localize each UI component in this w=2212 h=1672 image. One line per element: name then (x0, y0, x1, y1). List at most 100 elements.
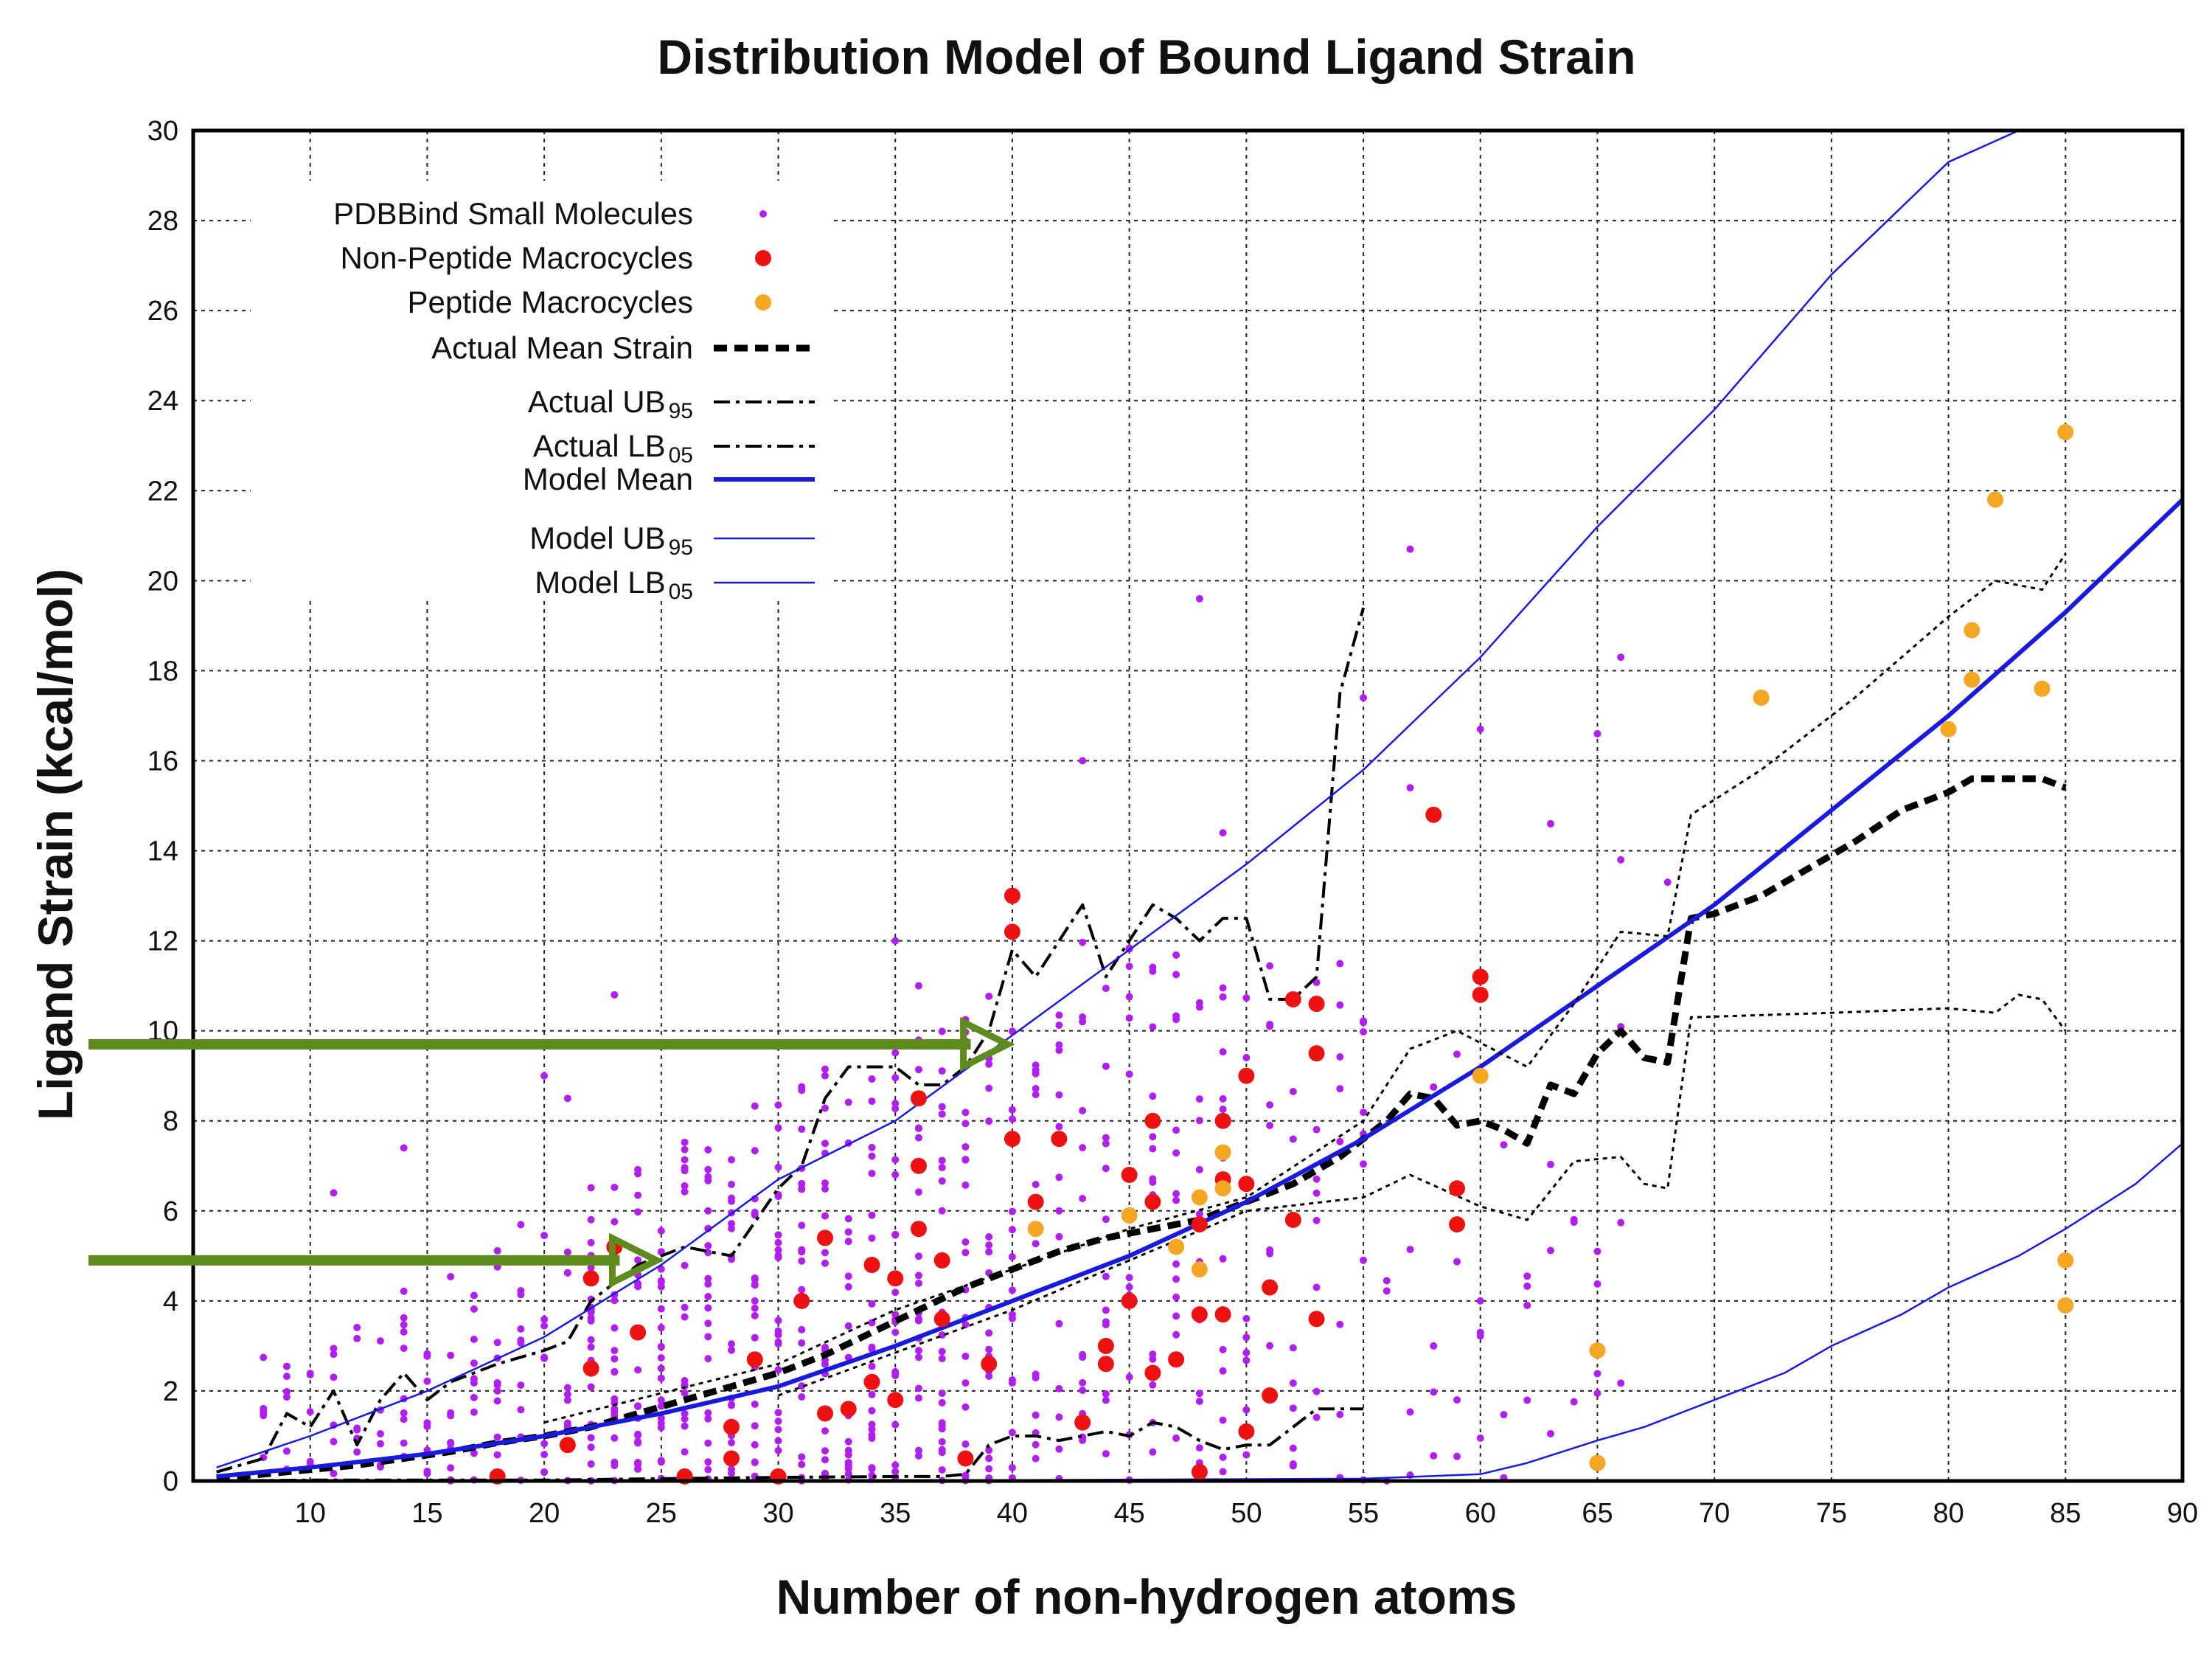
x-tick-label: 20 (529, 1498, 560, 1529)
pdbbind-point (540, 1315, 549, 1323)
legend-swatch (755, 250, 771, 266)
legend-item-nonpep: Non-Peptide Macrocycles (340, 240, 771, 275)
pdbbind-point (985, 992, 993, 1000)
pdbbind-point (704, 1274, 712, 1283)
pdbbind-point (1336, 960, 1344, 968)
pdbbind-point (447, 1409, 455, 1417)
pdbbind-point (751, 1400, 759, 1408)
pdbbind-point (657, 1353, 665, 1361)
pdbbind-point (1079, 938, 1087, 946)
non-peptide-macrocycle-point (910, 1221, 927, 1238)
pdbbind-point (681, 1156, 689, 1164)
pdbbind-point (282, 1373, 291, 1381)
pdbbind-point (798, 1453, 806, 1461)
pdbbind-point (914, 982, 922, 990)
pdbbind-point (1055, 1011, 1063, 1019)
non-peptide-macrocycle-point (1097, 1356, 1114, 1373)
pdbbind-point (985, 1454, 993, 1463)
pdbbind-point (821, 1447, 830, 1455)
annotation-arrows (88, 1016, 1015, 1288)
pdbbind-point (821, 1072, 830, 1080)
peptide-macrocycle-point (2057, 423, 2074, 440)
legend-item-model-ub: Model UB 95 (529, 521, 815, 560)
pdbbind-point (376, 1429, 384, 1437)
pdbbind-point (868, 1362, 876, 1370)
pdbbind-point (728, 1180, 736, 1188)
pdbbind-point (961, 1379, 970, 1387)
pdbbind-point (540, 1468, 549, 1476)
non-peptide-macrocycle-point (559, 1437, 576, 1454)
non-peptide-macrocycle-point (630, 1324, 647, 1341)
non-peptide-macrocycle-point (1144, 1364, 1161, 1381)
non-peptide-macrocycle-point (840, 1401, 857, 1418)
non-peptide-macrocycle-point (1308, 1045, 1325, 1062)
pdbbind-point (1219, 1255, 1227, 1263)
pdbbind-point (1242, 1054, 1251, 1062)
pdbbind-point (1406, 1246, 1414, 1254)
pdbbind-point (470, 1305, 478, 1313)
legend: PDBBind Small Molecules Non-Peptide Macro… (251, 181, 833, 604)
pdbbind-point (681, 1415, 689, 1423)
pdbbind-point (1242, 1333, 1251, 1342)
non-peptide-macrocycle-point (1238, 1176, 1255, 1193)
legend-label: Model Mean (523, 462, 693, 496)
pdbbind-point (821, 1139, 830, 1148)
series-lines (216, 129, 2185, 1482)
pdbbind-point (1382, 1287, 1391, 1295)
pdbbind-point (540, 1072, 549, 1080)
pdbbind-point (1430, 1451, 1438, 1460)
pdbbind-point (1008, 1376, 1016, 1384)
pdbbind-point (681, 1303, 689, 1311)
pdbbind-point (611, 1324, 619, 1332)
pdbbind-point (611, 991, 619, 999)
y-tick-label: 24 (147, 386, 178, 417)
pdbbind-point (563, 1390, 571, 1398)
pdbbind-point (657, 1402, 665, 1410)
pdbbind-point (1195, 594, 1203, 603)
pdbbind-point (914, 1066, 922, 1074)
pdbbind-point (961, 1440, 970, 1449)
pdbbind-point (774, 1366, 782, 1374)
pdbbind-point (704, 1465, 712, 1474)
pdbbind-point (774, 1238, 782, 1246)
pdbbind-point (961, 1120, 970, 1128)
pdbbind-point (1336, 1137, 1344, 1145)
pdbbind-point (563, 1419, 571, 1427)
pdbbind-point (657, 1227, 665, 1235)
pdbbind-point (751, 1458, 759, 1466)
pdbbind-point (821, 1212, 830, 1220)
pdbbind-point (891, 1049, 900, 1057)
pdbbind-point (611, 1355, 619, 1363)
peptide-macrocycle-point (1191, 1189, 1208, 1206)
non-peptide-macrocycle-point (1121, 1166, 1138, 1183)
non-peptide-macrocycle-point (1191, 1463, 1208, 1480)
pdbbind-point (1219, 984, 1227, 992)
x-tick-label: 50 (1231, 1498, 1262, 1529)
pdbbind-point (353, 1334, 361, 1342)
x-tick-label: 90 (2167, 1498, 2198, 1529)
actual-upper-envelope-line (543, 552, 2067, 1424)
peptide-macrocycle-point (1940, 721, 1957, 738)
pdbbind-point (611, 1434, 619, 1442)
pdbbind-point (657, 1374, 665, 1382)
pdbbind-point (774, 1331, 782, 1339)
pdbbind-point (563, 1384, 571, 1392)
pdbbind-point (821, 1456, 830, 1464)
pdbbind-point (540, 1353, 549, 1361)
pdbbind-point (914, 1272, 922, 1280)
pdbbind-point (751, 1333, 759, 1342)
pdbbind-point (1546, 819, 1554, 828)
pdbbind-point (611, 1218, 619, 1226)
non-peptide-macrocycle-point (582, 1270, 599, 1287)
pdbbind-point (1453, 1050, 1461, 1058)
non-peptide-macrocycle-point (817, 1229, 834, 1246)
pdbbind-point (891, 1074, 900, 1082)
pdbbind-point (985, 1233, 993, 1241)
pdbbind-point (728, 1401, 736, 1409)
pdbbind-point (751, 1311, 759, 1319)
pdbbind-point (306, 1370, 314, 1378)
pdbbind-point (1195, 1397, 1203, 1405)
pdbbind-point (282, 1362, 291, 1370)
pdbbind-point (774, 1252, 782, 1260)
